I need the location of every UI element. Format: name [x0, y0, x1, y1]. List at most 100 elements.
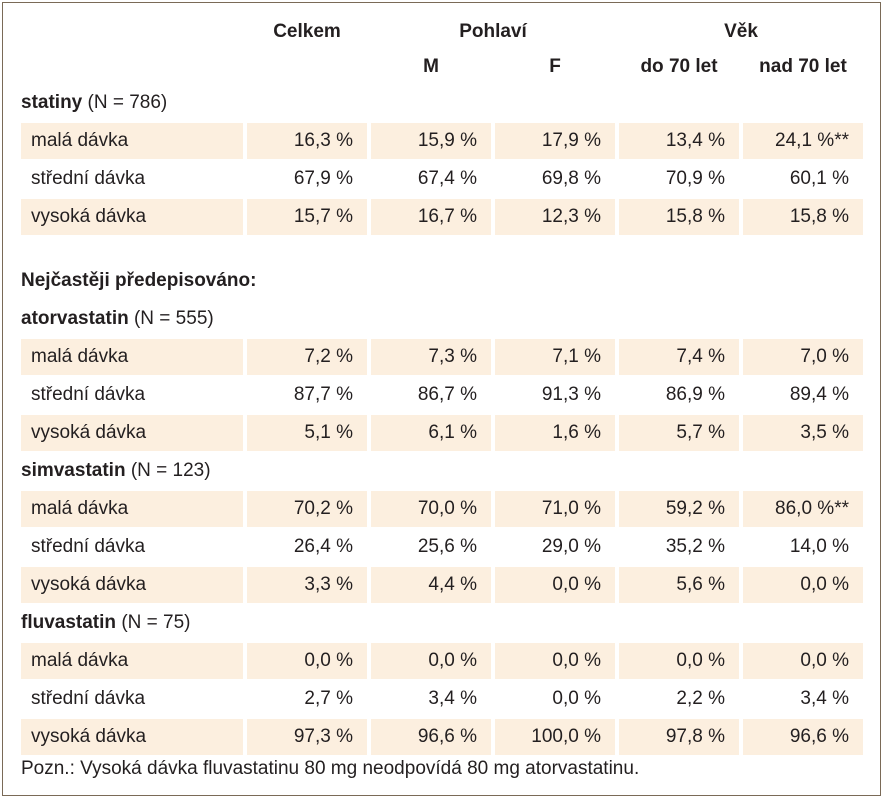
value-cell: 29,0 % [541, 536, 601, 557]
value-cell: 7,1 % [495, 339, 615, 375]
value-cell: 100,0 % [495, 719, 615, 755]
row-label: malá dávka [21, 339, 243, 375]
header-do-70-let: do 70 let [640, 56, 718, 77]
value-cell: 15,7 % [247, 199, 367, 235]
value-cell: 96,6 % [371, 719, 491, 755]
value-cell: 14,0 % [789, 536, 849, 557]
header-f: F [549, 56, 561, 77]
group-heading-row: fluvastatin (N = 75) [21, 605, 863, 641]
statin-dose-table: Celkem Pohlaví Věk M F do 70 let nad 70 … [17, 13, 867, 757]
table-row: malá dávka 70,2 % 70,0 % 71,0 % 59,2 % 86,0 %… [21, 491, 863, 527]
value-cell: 15,9 % [371, 123, 491, 159]
header-empty-cell [21, 51, 243, 83]
value-cell: 2,2 % [676, 688, 725, 709]
value-cell: 3,4 % [800, 688, 849, 709]
header-celkem: Celkem [273, 21, 341, 42]
value-cell: 0,0 % [743, 567, 863, 603]
table-row: střední dávka 26,4 % 25,6 % 29,0 % 35,2 % 14,… [21, 529, 863, 565]
value-cell: 97,8 % [619, 719, 739, 755]
group-name: atorvastatin [21, 308, 129, 329]
value-cell: 0,0 % [371, 643, 491, 679]
value-cell: 5,6 % [619, 567, 739, 603]
value-cell: 86,7 % [417, 384, 477, 405]
group-count: (N = 555) [133, 308, 214, 329]
value-cell: 3,5 % [743, 415, 863, 451]
value-cell: 15,8 % [619, 199, 739, 235]
value-cell: 7,3 % [371, 339, 491, 375]
value-cell: 24,1 %** [743, 123, 863, 159]
table-row: vysoká dávka 97,3 % 96,6 % 100,0 % 97,8 % 96,… [21, 719, 863, 755]
table-note: Pozn.: Vysoká dávka fluvastatinu 80 mg n… [21, 758, 640, 779]
table-row: střední dávka 87,7 % 86,7 % 91,3 % 86,9 % 89,… [21, 377, 863, 413]
value-cell: 7,4 % [619, 339, 739, 375]
group-heading-row: statiny (N = 786) [21, 85, 863, 121]
value-cell: 96,6 % [743, 719, 863, 755]
value-cell: 4,4 % [371, 567, 491, 603]
group-heading-row: simvastatin (N = 123) [21, 453, 863, 489]
row-label: střední dávka [31, 536, 146, 557]
header-empty-cell [247, 51, 367, 83]
table-row: střední dávka 2,7 % 3,4 % 0,0 % 2,2 % 3,4 % [21, 681, 863, 717]
group-name: fluvastatin [21, 612, 117, 633]
table-row: střední dávka 67,9 % 67,4 % 69,8 % 70,9 % 60,… [21, 161, 863, 197]
value-cell: 91,3 % [541, 384, 601, 405]
table-row: vysoká dávka 5,1 % 6,1 % 1,6 % 5,7 % 3,5 % [21, 415, 863, 451]
value-cell: 69,8 % [541, 168, 601, 189]
table-row: malá dávka 7,2 % 7,3 % 7,1 % 7,4 % 7,0 % [21, 339, 863, 375]
row-label: vysoká dávka [21, 719, 243, 755]
table-row: vysoká dávka 15,7 % 16,7 % 12,3 % 15,8 % 15,8… [21, 199, 863, 235]
header-nad-70-let: nad 70 let [759, 56, 847, 77]
row-label: vysoká dávka [21, 415, 243, 451]
value-cell: 60,1 % [789, 168, 849, 189]
value-cell: 3,3 % [247, 567, 367, 603]
value-cell: 86,9 % [665, 384, 725, 405]
spacer-cell [21, 237, 863, 261]
header-vek: Věk [724, 21, 758, 42]
value-cell: 2,7 % [304, 688, 353, 709]
value-cell: 0,0 % [743, 643, 863, 679]
header-empty-cell [21, 15, 243, 49]
group-count: (N = 75) [121, 612, 191, 633]
value-cell: 15,8 % [743, 199, 863, 235]
table-row: malá dávka 16,3 % 15,9 % 17,9 % 13,4 % 24,1 %… [21, 123, 863, 159]
group-heading-fluvastatin: fluvastatin (N = 75) [21, 605, 863, 641]
value-cell: 13,4 % [619, 123, 739, 159]
group-heading-simvastatin: simvastatin (N = 123) [21, 453, 863, 489]
table-row: malá dávka 0,0 % 0,0 % 0,0 % 0,0 % 0,0 % [21, 643, 863, 679]
value-cell: 16,3 % [247, 123, 367, 159]
value-cell: 86,0 %** [743, 491, 863, 527]
value-cell: 7,0 % [743, 339, 863, 375]
value-cell: 12,3 % [495, 199, 615, 235]
value-cell: 0,0 % [495, 643, 615, 679]
group-name: statiny [21, 92, 83, 113]
value-cell: 17,9 % [495, 123, 615, 159]
row-label: malá dávka [21, 643, 243, 679]
value-cell: 0,0 % [495, 567, 615, 603]
value-cell: 5,7 % [619, 415, 739, 451]
section-heading: Nejčastěji předepisováno: [21, 270, 257, 291]
value-cell: 0,0 % [619, 643, 739, 679]
value-cell: 0,0 % [552, 688, 601, 709]
value-cell: 26,4 % [293, 536, 353, 557]
value-cell: 6,1 % [371, 415, 491, 451]
header-row-2: M F do 70 let nad 70 let [21, 51, 863, 83]
value-cell: 7,2 % [247, 339, 367, 375]
value-cell: 16,7 % [371, 199, 491, 235]
value-cell: 25,6 % [417, 536, 477, 557]
group-name: simvastatin [21, 460, 126, 481]
group-heading-row: atorvastatin (N = 555) [21, 301, 863, 337]
value-cell: 87,7 % [293, 384, 353, 405]
value-cell: 97,3 % [247, 719, 367, 755]
value-cell: 59,2 % [619, 491, 739, 527]
value-cell: 1,6 % [495, 415, 615, 451]
header-m: M [423, 56, 439, 77]
row-label: střední dávka [31, 384, 146, 405]
value-cell: 35,2 % [665, 536, 725, 557]
spacer-row [21, 237, 863, 261]
row-label: vysoká dávka [21, 199, 243, 235]
value-cell: 3,4 % [428, 688, 477, 709]
group-count: (N = 786) [87, 92, 168, 113]
value-cell: 70,0 % [371, 491, 491, 527]
group-heading-statiny: statiny (N = 786) [21, 85, 863, 121]
